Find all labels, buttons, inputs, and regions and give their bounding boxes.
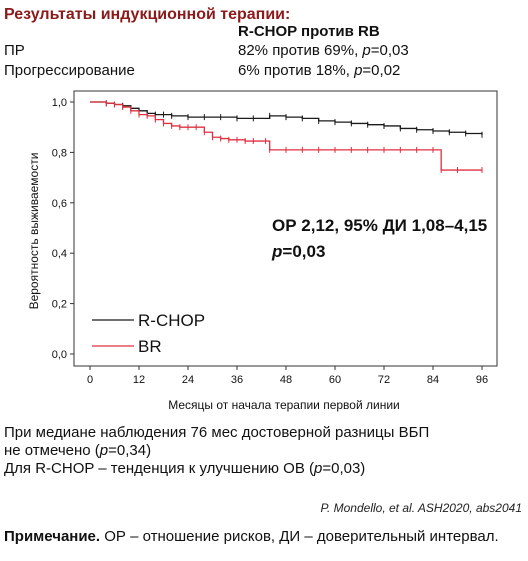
x-tick-label: 60: [329, 374, 341, 386]
survival-chart-svg: 0 12 24 36 48 60 72 84 96 0,0 0,2 0,4 0,6 0,8 1,0 Веро…: [27, 90, 498, 412]
legend-label-br: BR: [138, 337, 162, 356]
y-axis-label: Вероятность выживаемости: [27, 153, 41, 310]
comparison-column-header: R-CHOP против RB: [238, 23, 380, 40]
y-tick-label: 0,4: [52, 248, 67, 260]
legend: R-CHOP BR: [92, 311, 205, 356]
row-label-cr: ПР: [4, 42, 25, 59]
row-label-progression: Прогрессирование: [4, 62, 135, 79]
x-tick-label: 48: [280, 374, 292, 386]
note-pfs: При медиане наблюдения 76 мес достоверно…: [4, 424, 430, 441]
x-tick-label: 36: [231, 374, 243, 386]
axes-layer: [70, 90, 498, 370]
y-tick-label: 0,6: [52, 198, 67, 210]
hazard-ratio-annotation: ОР 2,12, 95% ДИ 1,08–4,15: [272, 216, 487, 235]
footnote: Примечание. ОР – отношение рисков, ДИ – …: [4, 528, 499, 545]
x-tick-label: 96: [476, 374, 488, 386]
survival-chart: 0 12 24 36 48 60 72 84 96 0,0 0,2 0,4 0,6 0,8 1,0 Веро…: [0, 86, 528, 416]
x-tick-label: 12: [133, 374, 145, 386]
note-pfs-p: не отмечено (p=0,34): [4, 442, 152, 459]
y-tick-label: 0,0: [52, 349, 67, 361]
citation: P. Mondello, et al. ASH2020, abs2041: [320, 501, 522, 515]
y-tick-label: 0,8: [52, 147, 67, 159]
series-layer: [90, 100, 483, 174]
tick-label-layer: 0 12 24 36 48 60 72 84 96 0,0 0,2 0,4 0,6 0,8 1,0: [52, 97, 488, 386]
row-value-cr: 82% против 69%, p=0,03: [238, 42, 409, 59]
section-title: Результаты индукционной терапии:: [4, 6, 291, 23]
x-tick-label: 72: [378, 374, 390, 386]
note-os: Для R-CHOP – тенденция к улучшению ОВ (p…: [4, 460, 366, 477]
p-value-annotation: p=0,03: [271, 242, 325, 261]
x-tick-label: 24: [182, 374, 194, 386]
x-tick-label: 84: [427, 374, 439, 386]
y-tick-label: 1,0: [52, 97, 67, 109]
row-value-progression: 6% против 18%, p=0,02: [238, 62, 401, 79]
legend-label-rchop: R-CHOP: [138, 311, 205, 330]
km-curve-br: [90, 101, 482, 171]
y-tick-label: 0,2: [52, 299, 67, 311]
x-axis-label: Месяцы от начала терапии первой линии: [168, 398, 400, 412]
x-tick-label: 0: [87, 374, 93, 386]
